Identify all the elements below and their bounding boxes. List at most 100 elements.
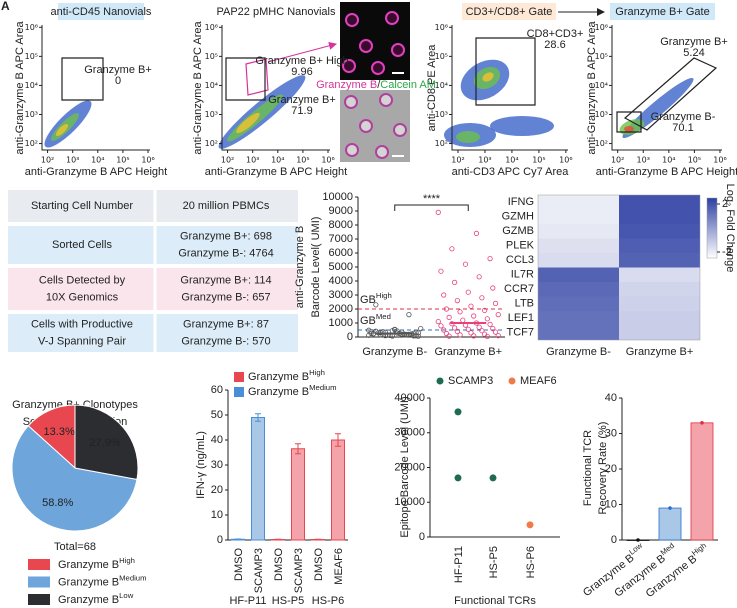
colorbar-tick-label: -2	[722, 246, 732, 258]
point	[435, 318, 441, 325]
legend-label-sup: Low	[119, 591, 134, 600]
plot-title: PAP22 pMHC Nanovials	[216, 6, 336, 18]
legend-swatch	[28, 594, 50, 605]
y-tick-label: 10³	[435, 110, 448, 119]
y-tick-label: 10⁶	[25, 23, 38, 32]
point	[438, 268, 444, 274]
axis	[41, 25, 150, 151]
y-tick-label: 6000	[329, 247, 353, 259]
point	[492, 329, 499, 335]
y-tick-label: 7000	[329, 233, 353, 245]
panel-label: A	[1, 0, 10, 13]
row-label: LTB	[515, 298, 534, 310]
y-tick-label: 10²	[25, 139, 38, 148]
point	[452, 325, 458, 331]
point	[370, 331, 377, 337]
group-label: HF-P11	[229, 595, 266, 607]
row-value: Granzyme B+: 114	[180, 274, 271, 286]
x-tick-label: 10⁶	[141, 156, 154, 165]
point	[468, 330, 474, 336]
row-label: Sorted Cells	[52, 239, 112, 251]
x-tick-label: 10³	[66, 156, 79, 165]
legend-label: Granzyme BHigh	[58, 556, 135, 571]
slice-label: 58.8%	[42, 497, 73, 509]
plot-title: anti-CD45 Nanovials	[51, 6, 152, 18]
row-label: LEF1	[508, 312, 534, 324]
point	[443, 306, 450, 312]
y-axis-label: anti-Granzyme B	[294, 226, 306, 309]
heat-cell	[538, 209, 619, 224]
y-axis-label: Barcode Level( UMI)	[310, 217, 322, 318]
legend-label: Granzyme BMedium	[248, 383, 336, 398]
axis	[429, 398, 560, 538]
heat-cell	[619, 282, 700, 297]
total-label: Total=68	[54, 541, 96, 553]
row-value: Granzyme B-: 570	[181, 335, 270, 347]
colorbar	[706, 197, 718, 259]
point	[495, 332, 501, 339]
y-tick-label: 5000	[329, 261, 353, 273]
y-axis-label: anti-Granzyme B APC Area	[192, 20, 204, 154]
y-axis-label: Functional TCR	[582, 430, 594, 506]
error-bar	[235, 538, 241, 540]
x-tick-label: 10³	[478, 156, 491, 165]
bar-dot	[668, 506, 672, 510]
x-tick-label: 10²	[451, 156, 464, 165]
gate-name: Granzyme B-	[651, 111, 716, 123]
heat-cell	[619, 195, 700, 210]
x-tick-label: DMSO	[273, 548, 285, 581]
heat-cell	[538, 282, 619, 297]
x-tick-label: 10⁴	[505, 156, 518, 165]
y-tick-label: 10⁵	[595, 52, 608, 61]
microscopy-bottom	[340, 90, 410, 162]
point	[476, 324, 482, 330]
colorbar-tick-label: 2	[722, 198, 728, 210]
y-tick-label: 40	[211, 434, 223, 446]
y-tick-label: 9000	[329, 205, 353, 217]
significance: ****	[423, 193, 441, 205]
y-axis-label: Epitope Barcode Level (UMI)	[399, 396, 411, 537]
y-tick-label: 10⁴	[25, 81, 38, 90]
axis	[221, 25, 330, 151]
point	[452, 279, 458, 285]
error-bar	[295, 443, 301, 455]
y-tick-label: 30000	[394, 427, 425, 439]
row-label: GZMB	[502, 225, 534, 237]
point	[479, 295, 485, 301]
legend-label: SCAMP3	[448, 375, 493, 387]
row-value: Granzyme B+: 698	[180, 230, 272, 242]
y-tick-label: 20	[211, 484, 223, 496]
row-label: IFNG	[508, 196, 534, 208]
x-tick-label: DMSO	[233, 548, 245, 581]
x-tick-label: HS-P5	[488, 546, 500, 578]
row-label: GZMH	[502, 211, 534, 223]
heat-cell	[619, 238, 700, 253]
error-bar	[275, 538, 281, 541]
heatmap-frame	[537, 194, 701, 341]
column-label: Granzyme B-	[546, 346, 611, 358]
point	[479, 328, 485, 334]
y-tick-label: 10³	[205, 110, 218, 119]
error-bar	[315, 538, 321, 541]
legend-label-main: Granzyme B	[58, 594, 119, 606]
reference-label-sup: High	[376, 291, 392, 300]
heat-cell	[538, 267, 619, 282]
image-label-part: Calcein AM	[380, 79, 436, 91]
colorbar-label: Log₂ Fold Change	[724, 184, 736, 273]
point	[454, 328, 460, 334]
legend-swatch	[28, 559, 50, 570]
y-tick-label: 3000	[329, 289, 353, 301]
gate-value: 5.24	[683, 47, 704, 59]
heat-cell	[619, 325, 700, 340]
error-bar	[255, 413, 261, 422]
point	[449, 246, 455, 252]
x-tick-label: 10²	[611, 156, 624, 165]
y-tick-label: 0	[419, 531, 425, 543]
x-tick-label: 10²	[41, 156, 54, 165]
density-region	[490, 116, 554, 136]
gate-name: Granzyme B+	[84, 64, 152, 76]
legend-label-main: Granzyme B	[58, 559, 119, 571]
pie-slice	[11, 425, 138, 532]
gate-name: Granzyme B+ High	[255, 55, 348, 67]
y-tick-label: 0	[611, 534, 617, 546]
